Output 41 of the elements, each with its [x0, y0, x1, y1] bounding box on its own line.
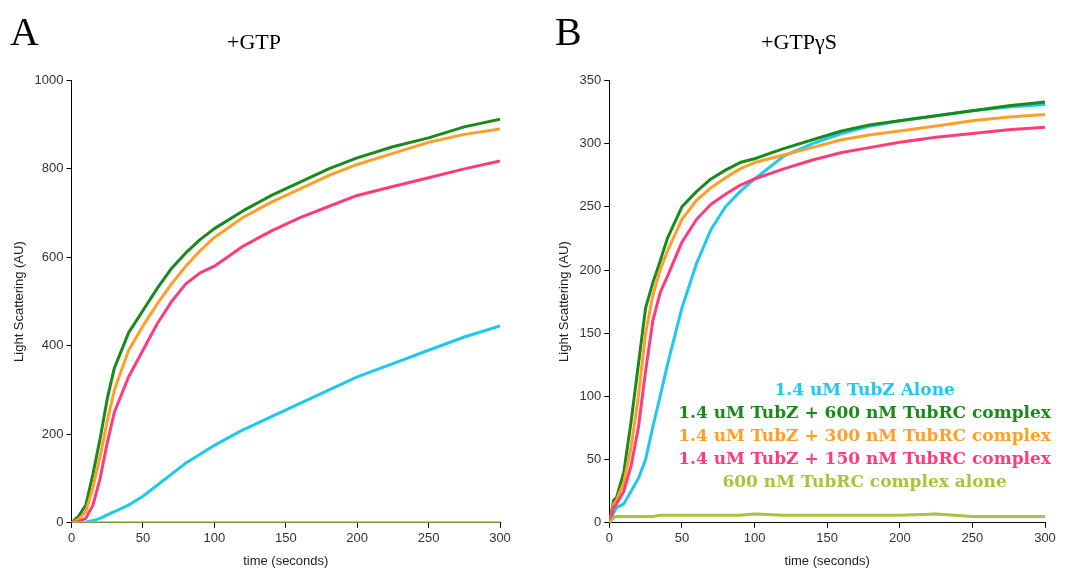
text: 1.4 uM TubZ Alone — [774, 379, 955, 400]
y-tick-label: 300 — [579, 135, 602, 151]
series-label: 600 nM TubRC complex alone — [722, 471, 1007, 492]
y-tick-label: 1000 — [34, 71, 64, 87]
x-tick-label: 0 — [605, 530, 613, 546]
x-tick-label: 50 — [135, 530, 151, 546]
x-tick-label: 150 — [816, 530, 838, 546]
x-tick-label: 300 — [1034, 530, 1056, 546]
y-tick-label: 150 — [579, 324, 602, 340]
y-tick-label: 800 — [41, 160, 64, 176]
x-tick-label: 250 — [417, 530, 440, 546]
x-tick-label: 100 — [743, 530, 766, 546]
y-tick-label: 600 — [41, 248, 64, 264]
x-axis-title: time (seconds) — [784, 552, 870, 568]
x-tick-label: 50 — [674, 530, 690, 546]
y-tick-label: 50 — [586, 451, 602, 467]
y-tick-label: 250 — [579, 198, 602, 214]
y-tick-label: 350 — [579, 71, 602, 87]
x-tick-label: 200 — [346, 530, 369, 546]
chart-title: +GTP — [227, 28, 281, 54]
y-tick-label: 200 — [41, 425, 64, 441]
y-tick-label: 400 — [41, 337, 64, 353]
text: 1.4 uM TubZ + 300 nM TubRC complex — [678, 425, 1052, 446]
y-tick-label: 100 — [579, 387, 602, 403]
text: B — [555, 8, 582, 54]
x-tick-label: 0 — [67, 530, 76, 546]
y-tick-label: 200 — [579, 261, 602, 277]
chart-title: +GTPγS — [761, 28, 837, 54]
x-tick-label: 200 — [888, 530, 911, 546]
y-axis-title: Light Scattering (AU) — [11, 241, 27, 362]
y-tick-label: 0 — [594, 514, 602, 530]
x-axis-title: time (seconds) — [243, 552, 329, 568]
text: 1.4 uM TubZ + 150 nM TubRC complex — [678, 448, 1052, 469]
y-axis-title: Light Scattering (AU) — [556, 241, 572, 362]
text: 1.4 uM TubZ + 600 nM TubRC complex — [678, 402, 1052, 423]
x-tick-label: 100 — [203, 530, 226, 546]
x-tick-label: 150 — [274, 530, 297, 546]
x-tick-label: 250 — [961, 530, 984, 546]
x-tick-label: 300 — [489, 530, 511, 546]
y-tick-label: 0 — [56, 514, 64, 530]
text: A — [10, 8, 39, 54]
